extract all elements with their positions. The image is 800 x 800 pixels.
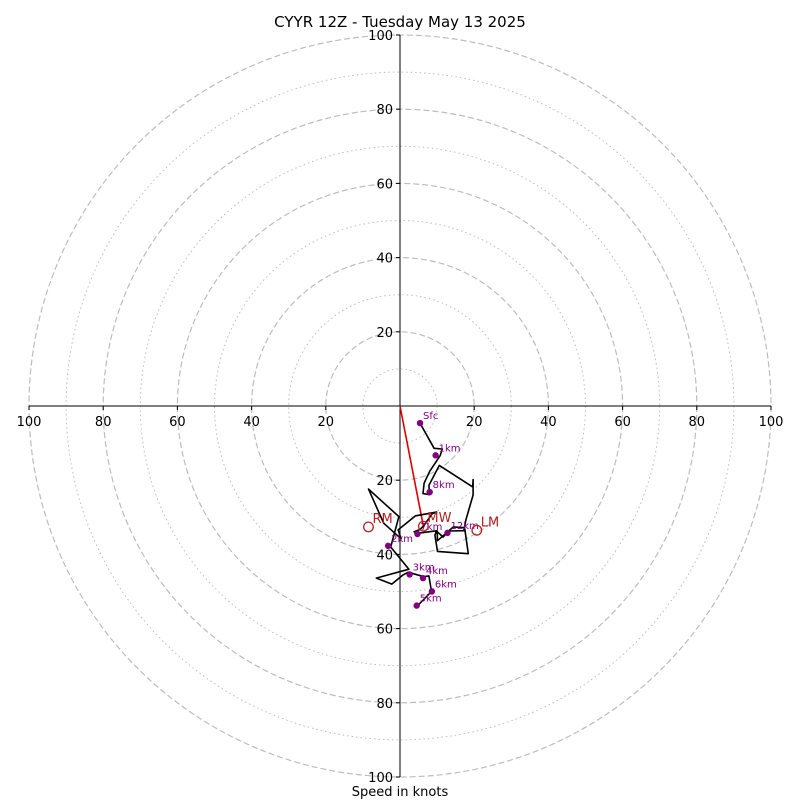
chart-title: CYYR 12Z - Tuesday May 13 2025 xyxy=(274,13,526,31)
x-tick-label: 40 xyxy=(243,415,260,430)
height-point-marker xyxy=(426,488,433,496)
y-tick-label: 20 xyxy=(376,326,393,341)
x-tick-label: 100 xyxy=(17,415,42,430)
x-axis-label: Speed in knots xyxy=(352,785,449,800)
y-tick-label: 60 xyxy=(376,177,393,192)
height-point-label: 8km xyxy=(433,480,455,491)
x-tick-label: 100 xyxy=(759,415,784,430)
height-point-label: 5km xyxy=(420,594,442,605)
height-point-marker xyxy=(428,588,436,595)
storm-motion-label: LM xyxy=(481,515,499,530)
y-tick-label: 40 xyxy=(376,548,393,563)
hodograph-trace xyxy=(367,422,474,608)
tick-labels: 100 100 80 80 60 60 40 40 20 20 20 20 40 40 60 60 80 80 10… xyxy=(17,29,784,786)
y-tick-label: 60 xyxy=(376,623,393,638)
height-point-label: 4km xyxy=(426,566,448,577)
storm-motion-label: RM xyxy=(372,512,392,527)
x-tick-label: 80 xyxy=(95,415,112,430)
height-point-marker xyxy=(413,602,420,609)
height-point-marker xyxy=(384,542,392,550)
height-point-label: 3km xyxy=(413,562,435,573)
storm-motion-layer: RM MW LM xyxy=(363,511,499,536)
x-tick-label: 60 xyxy=(614,415,631,430)
y-tick-label: 20 xyxy=(376,474,393,489)
height-point-marker xyxy=(444,529,451,537)
x-tick-label: 40 xyxy=(540,415,557,430)
height-point-marker xyxy=(419,574,427,582)
storm-motion-marker xyxy=(363,521,374,533)
y-tick-label: 80 xyxy=(376,697,393,712)
height-point-label: Sfc xyxy=(423,411,438,422)
y-tick-label: 100 xyxy=(368,771,393,786)
storm-motion-label: MW xyxy=(427,511,451,526)
height-point-marker xyxy=(414,530,421,538)
y-tick-label: 80 xyxy=(376,103,393,118)
height-point-marker xyxy=(432,452,439,459)
height-point-marker xyxy=(416,419,424,427)
shear-vector-line xyxy=(399,405,425,527)
shear-vector-layer xyxy=(399,405,425,527)
height-point-label: 7km xyxy=(420,522,442,533)
hodograph-trace-layer xyxy=(367,422,474,608)
x-tick-label: 80 xyxy=(689,415,706,430)
storm-motion-marker xyxy=(417,520,429,532)
y-tick-label: 40 xyxy=(376,252,393,267)
height-point-label: 2km xyxy=(391,534,413,545)
height-point-label: 12km xyxy=(450,521,478,532)
storm-motion-marker xyxy=(471,524,483,536)
x-tick-label: 60 xyxy=(169,415,186,430)
height-point-label: 6km xyxy=(435,580,457,591)
height-point-label: 1km xyxy=(439,443,461,454)
height-point-marker xyxy=(406,571,413,578)
x-tick-label: 20 xyxy=(318,415,335,430)
x-tick-label: 20 xyxy=(466,415,483,430)
y-tick-label: 100 xyxy=(368,29,393,44)
